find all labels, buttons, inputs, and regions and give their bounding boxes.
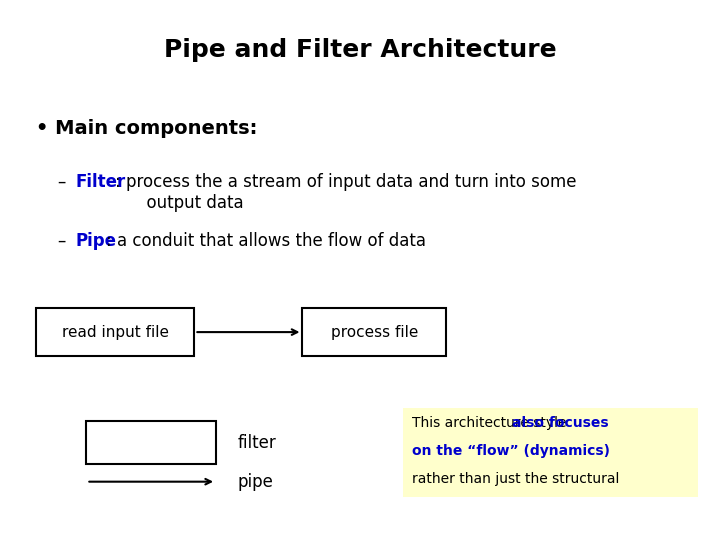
Text: : a conduit that allows the flow of data: : a conduit that allows the flow of data <box>106 232 426 250</box>
Text: read input file: read input file <box>62 325 168 340</box>
Text: also focuses: also focuses <box>512 416 608 430</box>
Text: Pipe: Pipe <box>76 232 117 250</box>
Bar <box>302 308 446 356</box>
Text: on the “flow” (dynamics): on the “flow” (dynamics) <box>412 444 610 458</box>
Text: Filter: Filter <box>76 173 126 191</box>
Text: –: – <box>58 232 71 250</box>
Bar <box>403 408 698 497</box>
Text: –: – <box>58 173 71 191</box>
Bar <box>86 421 216 464</box>
Text: : process the a stream of input data and turn into some
      output data: : process the a stream of input data and… <box>115 173 577 212</box>
Text: pipe: pipe <box>238 472 274 491</box>
Text: rather than just the structural: rather than just the structural <box>412 472 619 486</box>
Text: This architecture style: This architecture style <box>412 416 571 430</box>
Text: process file: process file <box>330 325 418 340</box>
Text: • Main components:: • Main components: <box>36 119 257 138</box>
Text: Pipe and Filter Architecture: Pipe and Filter Architecture <box>163 38 557 62</box>
Text: filter: filter <box>238 434 276 452</box>
Bar <box>36 308 194 356</box>
